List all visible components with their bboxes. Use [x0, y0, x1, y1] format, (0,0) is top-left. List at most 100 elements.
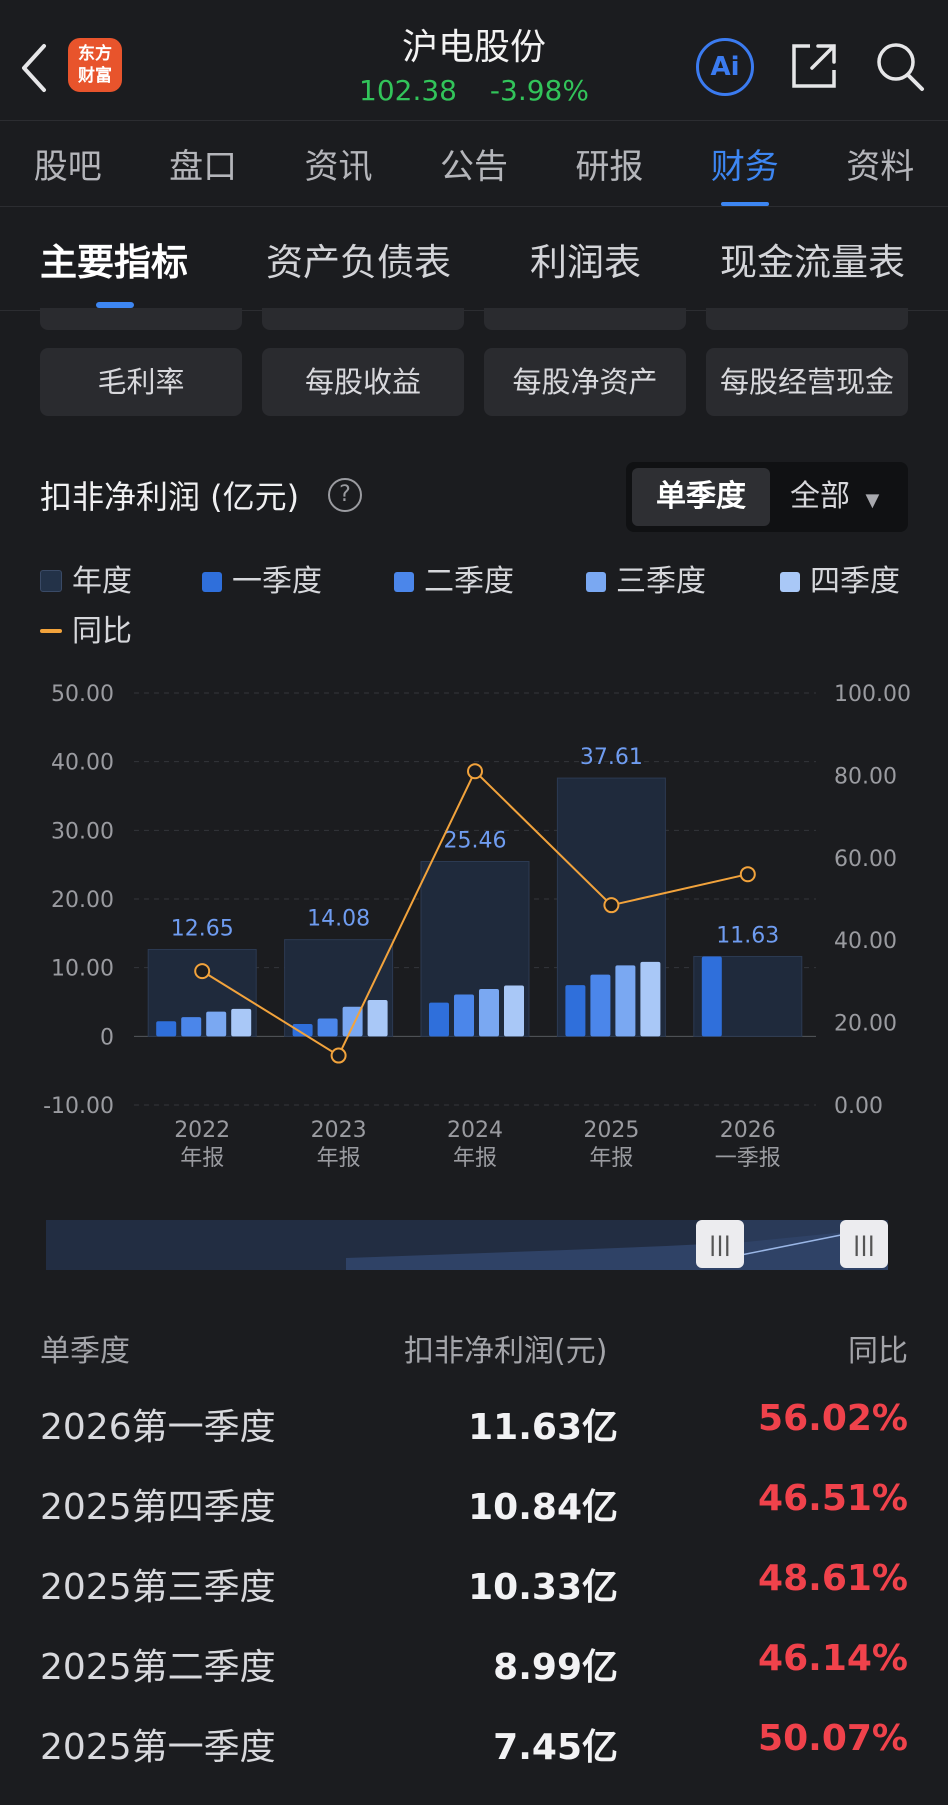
- x-tick-label-report: 年报: [180, 1146, 224, 1171]
- metric-chip-ocf-per-share[interactable]: 每股经营现金: [706, 348, 908, 416]
- y-left-tick-label: 10.00: [51, 957, 114, 982]
- quarter-bar: [590, 974, 611, 1037]
- subtabs-divider: [0, 310, 948, 311]
- y-left-tick-label: 30.00: [51, 819, 114, 844]
- metric-chip-hidden[interactable]: [484, 308, 686, 330]
- quarter-bar: [181, 1017, 202, 1037]
- top-bar: 东方 财富 沪电股份 102.38 -3.98% Ai: [0, 0, 948, 120]
- metric-chip-bvps[interactable]: 每股净资产: [484, 348, 686, 416]
- legend-yoy[interactable]: 同比: [40, 606, 132, 650]
- x-tick-label-year: 2025: [583, 1118, 639, 1143]
- legend-q3[interactable]: 三季度: [586, 556, 706, 600]
- row-yoy: 48.61%: [758, 1558, 908, 1599]
- subtab-indicator: [96, 302, 134, 308]
- x-tick-label-year: 2022: [174, 1118, 230, 1143]
- stock-change: -3.98%: [489, 74, 589, 107]
- tab-guba[interactable]: 股吧: [33, 146, 102, 187]
- quarter-bar: [615, 965, 636, 1037]
- y-right-tick-label: 60.00: [834, 847, 897, 872]
- tab-finance[interactable]: 财务: [705, 139, 785, 206]
- legend-yoy-line: [40, 629, 62, 633]
- table-header-period: 单季度: [40, 1334, 130, 1369]
- segment-quarterly[interactable]: 单季度: [632, 468, 770, 526]
- tab-research[interactable]: 研报: [575, 146, 644, 187]
- subtab-cash-flow[interactable]: 现金流量表: [720, 241, 905, 284]
- row-yoy: 50.07%: [758, 1718, 908, 1759]
- legend-q1-label: 一季度: [232, 564, 322, 599]
- app-logo[interactable]: 东方 财富: [68, 38, 122, 92]
- y-left-tick-label: 0: [100, 1025, 114, 1050]
- y-left-tick-label: 50.00: [51, 682, 114, 707]
- y-left-tick-label: -10.00: [43, 1094, 114, 1119]
- y-right-tick-label: 0.00: [834, 1094, 883, 1119]
- legend-q4[interactable]: 四季度: [780, 556, 900, 600]
- question-circle-icon[interactable]: ?: [328, 478, 362, 512]
- row-period: 2025第一季度: [40, 1727, 276, 1768]
- annual-bar-label: 11.63: [716, 923, 779, 948]
- range-slider-right-handle[interactable]: |||: [840, 1220, 888, 1268]
- legend-q1-swatch: [202, 572, 222, 592]
- quarter-bar: [231, 1008, 252, 1037]
- range-slider-left-handle[interactable]: |||: [696, 1220, 744, 1268]
- subtab-balance-sheet[interactable]: 资产负债表: [266, 241, 451, 284]
- ai-button[interactable]: Ai: [696, 38, 754, 96]
- annual-bar-label: 37.61: [580, 745, 643, 770]
- segment-all-label: 全部: [790, 479, 850, 514]
- x-tick-label-year: 2026: [720, 1118, 776, 1143]
- legend-q4-label: 四季度: [810, 564, 900, 599]
- row-period: 2025第二季度: [40, 1647, 276, 1688]
- annual-bar-label: 25.46: [444, 829, 507, 854]
- stock-quote: 102.38 -3.98%: [0, 74, 948, 107]
- x-tick-label-report: 一季报: [715, 1146, 781, 1171]
- legend-annual-label: 年度: [72, 564, 132, 599]
- metric-chip-hidden[interactable]: [40, 308, 242, 330]
- search-icon[interactable]: [872, 38, 928, 94]
- quarter-bar: [317, 1018, 338, 1037]
- yoy-point: [739, 866, 756, 883]
- metric-chip-hidden[interactable]: [262, 308, 464, 330]
- x-tick-label-report: 年报: [589, 1146, 633, 1171]
- row-yoy: 56.02%: [758, 1398, 908, 1439]
- quarter-bar: [565, 985, 586, 1037]
- stock-price: 102.38: [359, 74, 457, 107]
- table-header-yoy: 同比: [848, 1334, 908, 1369]
- subtab-income-statement[interactable]: 利润表: [530, 241, 641, 284]
- tab-announcements[interactable]: 公告: [439, 146, 508, 187]
- tab-pankou[interactable]: 盘口: [169, 146, 238, 187]
- metric-chip-eps[interactable]: 每股收益: [262, 348, 464, 416]
- yoy-point: [330, 1047, 347, 1064]
- yoy-point: [194, 963, 211, 980]
- x-tick-label-report: 年报: [317, 1146, 361, 1171]
- row-value: 7.45亿: [493, 1727, 618, 1768]
- main-tabs: 股吧 盘口 资讯 公告 研报 财务 资料: [0, 122, 948, 206]
- segment-all-dropdown[interactable]: 全部 ▼: [790, 468, 879, 530]
- profit-chart[interactable]: 50.00 40.00 30.00 20.00 10.00 0 -10.00 100.00 80…: [0, 660, 948, 1200]
- subtab-key-metrics[interactable]: 主要指标: [40, 241, 188, 284]
- header-divider: [0, 120, 948, 121]
- caret-down-icon: ▼: [865, 490, 880, 511]
- row-period: 2025第三季度: [40, 1567, 276, 1608]
- finance-subtabs: 主要指标 资产负债表 利润表 现金流量表: [0, 210, 948, 300]
- legend-q2[interactable]: 二季度: [394, 556, 514, 600]
- row-period: 2025第四季度: [40, 1487, 276, 1528]
- x-tick-label-report: 年报: [453, 1146, 497, 1171]
- quarter-bar: [429, 1002, 449, 1037]
- legend-yoy-label: 同比: [72, 614, 132, 649]
- annual-bar-label: 14.08: [307, 907, 370, 932]
- legend-q1[interactable]: 一季度: [202, 556, 322, 600]
- row-period: 2026第一季度: [40, 1407, 276, 1448]
- back-arrow-icon[interactable]: [14, 38, 54, 98]
- metric-chip-hidden[interactable]: [706, 308, 908, 330]
- tab-profile[interactable]: 资料: [846, 146, 915, 187]
- quarter-bar: [206, 1011, 227, 1037]
- y-right-tick-label: 20.00: [834, 1012, 897, 1037]
- y-left-tick-label: 40.00: [51, 751, 114, 776]
- share-icon[interactable]: [788, 40, 840, 92]
- tab-news[interactable]: 资讯: [304, 146, 373, 187]
- legend-annual[interactable]: 年度: [40, 556, 132, 600]
- row-value: 11.63亿: [468, 1407, 618, 1448]
- table-header-profit: 扣非净利润(元): [404, 1334, 608, 1369]
- quarter-bar: [367, 999, 388, 1037]
- metric-chip-gross-margin[interactable]: 毛利率: [40, 348, 242, 416]
- y-right-tick-label: 100.00: [834, 682, 911, 707]
